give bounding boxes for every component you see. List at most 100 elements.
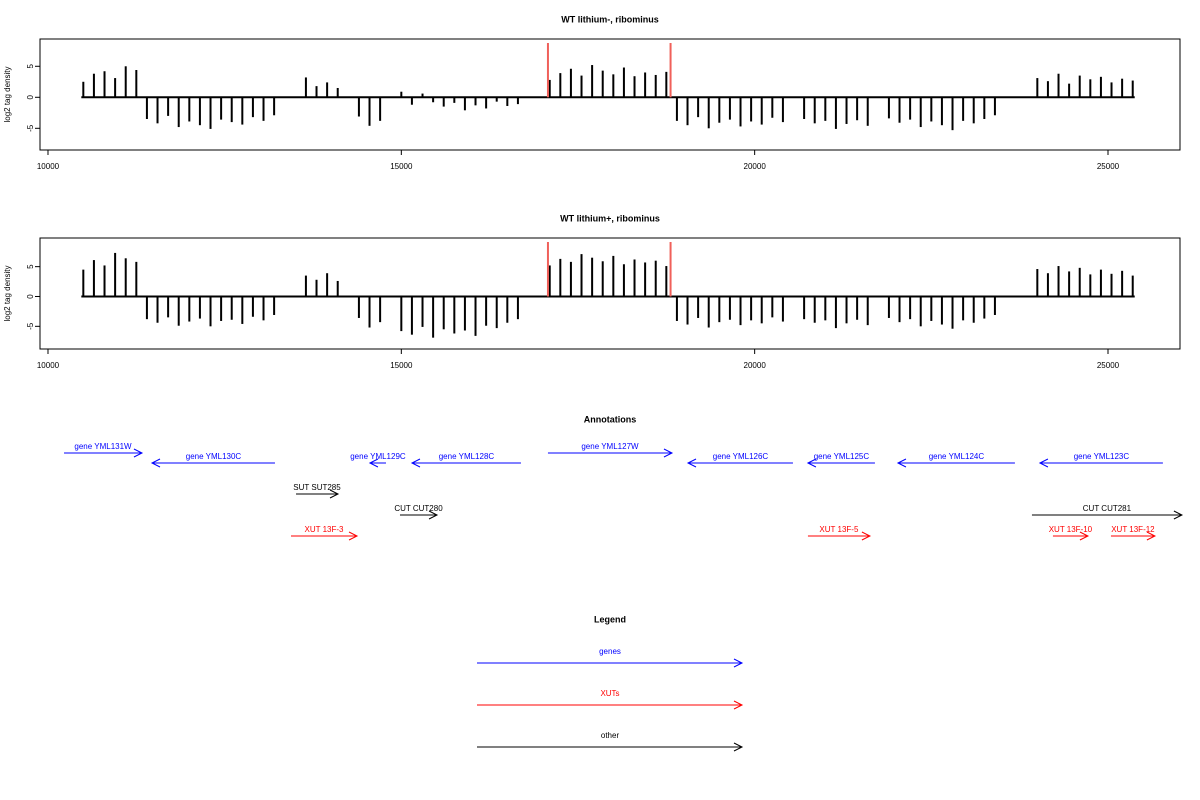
- bar: [251, 296, 254, 317]
- bar: [675, 296, 678, 321]
- bar: [135, 70, 138, 98]
- bar: [516, 97, 519, 105]
- bar: [866, 296, 869, 326]
- bar: [591, 65, 594, 98]
- x-tick-label: 15000: [390, 361, 413, 370]
- bar: [601, 261, 604, 297]
- bar: [951, 97, 954, 131]
- bar: [697, 97, 700, 118]
- bar: [188, 296, 191, 322]
- bar: [760, 97, 763, 125]
- bar: [474, 97, 477, 106]
- bar: [919, 97, 922, 128]
- bar: [400, 296, 403, 332]
- bar: [993, 97, 996, 116]
- bar: [972, 296, 975, 323]
- legend-label: other: [601, 731, 620, 740]
- plot-frame: [39, 237, 1181, 350]
- bar: [432, 97, 435, 103]
- plot-frame: [39, 38, 1181, 151]
- y-tick-label: 0: [26, 95, 35, 100]
- bar: [251, 97, 254, 118]
- bar: [315, 279, 318, 297]
- bar: [198, 296, 201, 319]
- bar: [665, 266, 668, 297]
- bar: [750, 97, 753, 122]
- bar: [145, 296, 148, 320]
- legend-label: XUTs: [600, 689, 619, 698]
- bar: [697, 296, 700, 318]
- bar: [463, 97, 466, 111]
- bar: [220, 97, 223, 120]
- x-tick-label: 20000: [744, 361, 767, 370]
- bar: [559, 73, 562, 98]
- bar: [209, 296, 212, 327]
- bar: [1068, 83, 1071, 98]
- bar: [103, 71, 106, 98]
- bar: [273, 97, 276, 116]
- bar: [145, 97, 148, 119]
- feature-arrow-head: [348, 531, 359, 541]
- bar: [930, 97, 933, 122]
- feature-label: gene YML130C: [186, 452, 242, 461]
- y-tick-label: 5: [26, 64, 35, 69]
- bar: [909, 97, 912, 120]
- bar: [124, 258, 127, 297]
- feature-arrow-head: [896, 458, 907, 468]
- feature-label: XUT 13F-3: [305, 525, 345, 534]
- bar: [940, 97, 943, 126]
- bar: [728, 97, 731, 120]
- bar: [1089, 274, 1092, 297]
- bar: [1046, 81, 1049, 98]
- bar: [707, 296, 710, 328]
- annotations-title: Annotations: [584, 414, 637, 424]
- bar: [739, 296, 742, 326]
- bar: [336, 280, 339, 297]
- bar: [1121, 78, 1124, 98]
- bar: [644, 262, 647, 297]
- bar: [898, 296, 901, 323]
- y-tick-label: 5: [26, 264, 35, 269]
- bar: [262, 97, 265, 121]
- feature-arrow-head: [806, 458, 817, 468]
- bar: [198, 97, 201, 126]
- chart-title: WT lithium-, ribominus: [561, 14, 659, 24]
- legend-arrow-head: [733, 658, 744, 668]
- bar: [930, 296, 933, 321]
- bar: [601, 70, 604, 98]
- bar: [357, 97, 360, 117]
- bar: [866, 97, 869, 126]
- bar: [1099, 269, 1102, 297]
- bar: [82, 81, 85, 98]
- feature-label: gene YML123C: [1074, 452, 1130, 461]
- bar: [357, 296, 360, 318]
- bar: [177, 97, 180, 128]
- bar: [940, 296, 943, 325]
- y-axis-label: log2 tag density: [3, 265, 12, 321]
- bar: [506, 296, 509, 323]
- bar: [262, 296, 265, 321]
- bar: [909, 296, 912, 320]
- bar: [156, 296, 159, 323]
- bar: [114, 78, 117, 98]
- bar: [506, 97, 509, 106]
- bar: [718, 296, 721, 323]
- bar: [654, 74, 657, 98]
- bar: [707, 97, 710, 129]
- bar: [771, 296, 774, 318]
- feature-label: gene YML124C: [929, 452, 985, 461]
- bar: [485, 296, 488, 326]
- bar: [379, 97, 382, 121]
- bar: [241, 296, 244, 324]
- chart-title: WT lithium+, ribominus: [560, 213, 660, 223]
- bar: [686, 97, 689, 126]
- bar: [834, 97, 837, 129]
- bar: [442, 97, 445, 107]
- bar: [803, 97, 806, 119]
- bar: [135, 261, 138, 297]
- bar: [1089, 79, 1092, 98]
- feature-arrow-head: [133, 448, 144, 458]
- legend-arrow-head: [733, 742, 744, 752]
- bar: [1131, 275, 1134, 297]
